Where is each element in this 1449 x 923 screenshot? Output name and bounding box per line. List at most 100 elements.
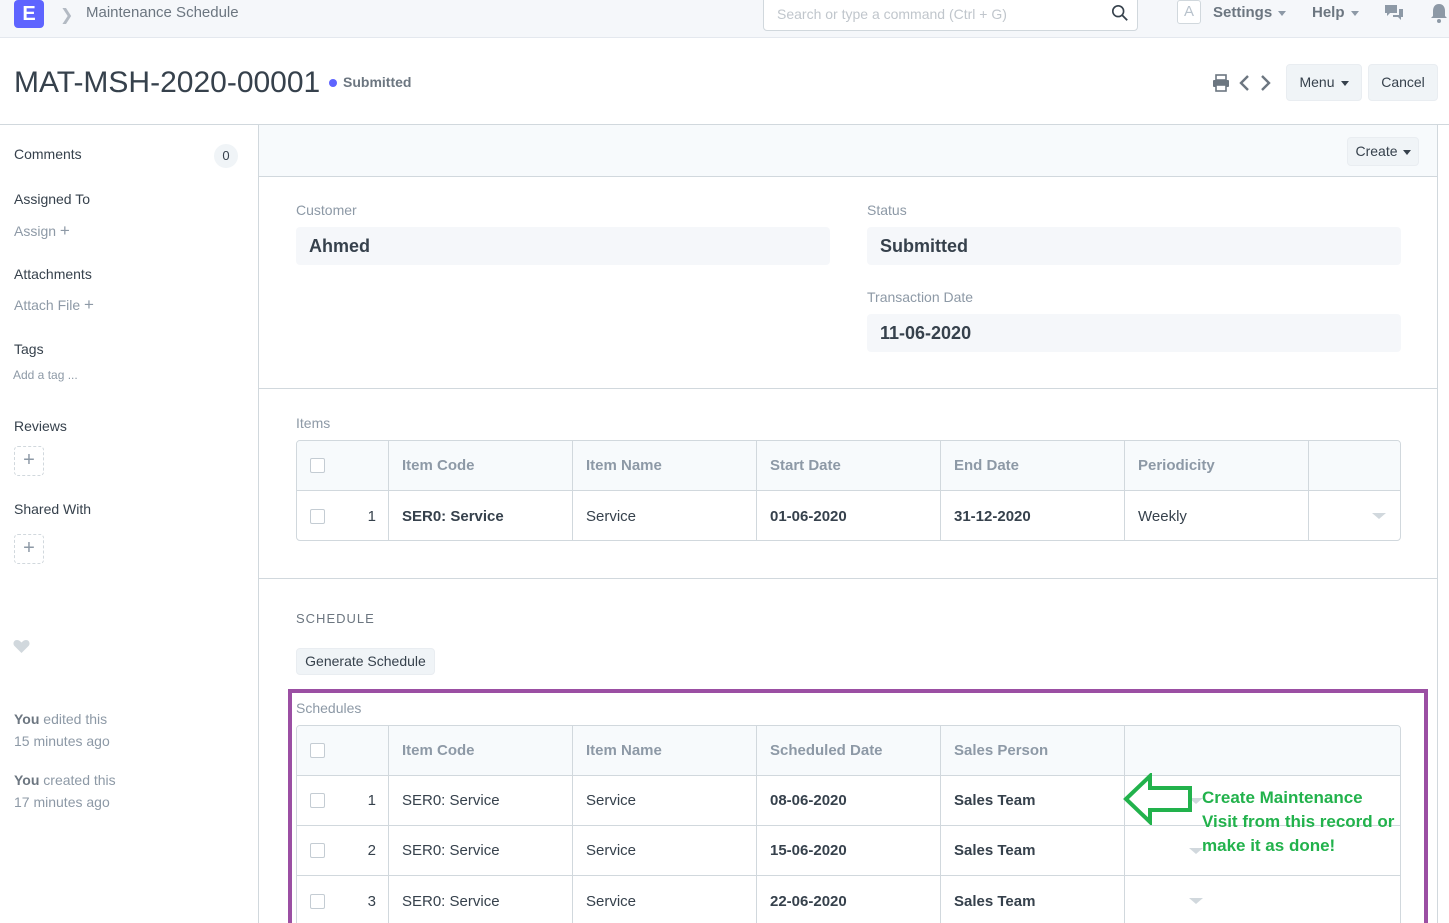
item-name-cell[interactable]: Service [573,776,757,825]
chat-icon[interactable] [1383,2,1405,24]
page-title: MAT-MSH-2020-00001 [14,66,321,99]
scheduled-date-cell[interactable]: 15-06-2020 [757,826,941,875]
bell-icon[interactable] [1428,2,1449,24]
chevron-down-icon [1402,149,1411,155]
page-head-divider [0,124,1449,125]
settings-dropdown[interactable]: Settings [1213,4,1287,21]
form-panel [258,124,1438,923]
search-icon[interactable] [1111,4,1129,22]
column-header: Start Date [757,441,941,490]
sales-person-cell[interactable]: Sales Team [941,876,1125,923]
periodicity-cell[interactable]: Weekly [1125,491,1309,540]
transaction-date-label: Transaction Date [867,289,974,305]
chevron-down-icon [1278,10,1287,16]
timeline-actor: You [14,711,40,727]
row-checkbox[interactable] [310,843,325,858]
breadcrumb[interactable]: Maintenance Schedule [86,4,239,21]
help-dropdown[interactable]: Help [1312,4,1359,21]
scheduled-date-cell[interactable]: 08-06-2020 [757,776,941,825]
transaction-date-field[interactable]: 11-06-2020 [867,314,1401,352]
items-table: Item Code Item Name Start Date End Date … [296,440,1401,541]
shared-with-label: Shared With [14,501,92,517]
row-index: 1 [327,776,389,825]
item-code-cell[interactable]: SER0: Service [389,491,573,540]
navbar: E ❯ Maintenance Schedule Search or type … [0,0,1449,38]
status-badge: Submitted [343,74,412,90]
row-actions-cell [1125,876,1400,923]
scheduled-date-cell[interactable]: 22-06-2020 [757,876,941,923]
column-header: Periodicity [1125,441,1309,490]
cancel-button[interactable]: Cancel [1368,64,1438,101]
row-checkbox[interactable] [310,508,325,524]
table-row[interactable]: 2 SER0: Service Service 15-06-2020 Sales… [297,826,1400,876]
row-select-cell [297,776,327,825]
settings-label: Settings [1213,4,1273,21]
item-name-cell[interactable]: Service [573,876,757,923]
avatar[interactable]: A [1177,0,1201,24]
item-code-cell[interactable]: SER0: Service [389,776,573,825]
annotation-line: Visit from this record or [1202,812,1395,831]
row-checkbox[interactable] [310,893,325,909]
item-code-cell[interactable]: SER0: Service [389,876,573,923]
column-header: Sales Person [941,726,1125,775]
row-select-cell [297,491,327,540]
timeline-time: 17 minutes ago [14,794,110,810]
table-row[interactable]: 1 SER0: Service Service 08-06-2020 Sales… [297,776,1400,826]
item-name-cell[interactable]: Service [573,491,757,540]
section-divider [259,578,1437,579]
row-expand-icon[interactable] [1189,848,1203,854]
start-date-cell[interactable]: 01-06-2020 [757,491,941,540]
table-row[interactable]: 1 SER0: Service Service 01-06-2020 31-12… [297,491,1400,540]
search-placeholder: Search or type a command (Ctrl + G) [777,6,1007,22]
item-code-cell[interactable]: SER0: Service [389,826,573,875]
customer-label: Customer [296,202,357,218]
row-actions-cell [1309,491,1400,540]
arrow-left-icon [1123,773,1192,825]
item-name-cell[interactable]: Service [573,826,757,875]
assign-link[interactable]: Assign + [14,221,70,241]
help-label: Help [1312,4,1345,21]
row-expand-icon[interactable] [1189,898,1203,904]
select-all-checkbox[interactable] [310,458,325,473]
select-all-cell [297,726,389,775]
column-header: Scheduled Date [757,726,941,775]
select-all-cell [297,441,389,490]
highlight-box [288,689,1428,923]
heart-icon[interactable] [13,639,30,654]
column-header-actions [1309,441,1400,490]
add-review-button[interactable]: + [14,446,44,476]
add-share-button[interactable]: + [14,534,44,564]
sales-person-cell[interactable]: Sales Team [941,776,1125,825]
attach-file-link[interactable]: Attach File + [14,295,94,315]
row-checkbox[interactable] [310,793,325,808]
assigned-to-label: Assigned To [14,191,91,207]
menu-button[interactable]: Menu [1286,64,1362,101]
attach-file-label: Attach File [14,297,81,313]
print-icon[interactable] [1211,73,1231,93]
create-button[interactable]: Create [1347,137,1419,166]
app-logo[interactable]: E [14,0,44,28]
sales-person-cell[interactable]: Sales Team [941,826,1125,875]
chevron-right-icon[interactable] [1258,73,1272,93]
table-row[interactable]: 3 SER0: Service Service 22-06-2020 Sales… [297,876,1400,923]
end-date-cell[interactable]: 31-12-2020 [941,491,1125,540]
comments-count-badge: 0 [214,144,238,168]
row-index: 1 [327,491,389,540]
column-header: Item Name [573,441,757,490]
chevron-left-icon[interactable] [1238,73,1252,93]
form-toolbar [259,125,1437,177]
timeline-time: 15 minutes ago [14,733,110,749]
annotation-text: Create Maintenance Visit from this recor… [1202,786,1422,858]
customer-field[interactable]: Ahmed [296,227,830,265]
chevron-down-icon [1340,80,1349,86]
row-expand-icon[interactable] [1372,513,1386,519]
annotation-line: Create Maintenance [1202,788,1363,807]
row-expand-icon[interactable] [1189,798,1203,804]
generate-schedule-button[interactable]: Generate Schedule [296,648,435,675]
chevron-right-icon: ❯ [60,7,74,24]
search-input[interactable]: Search or type a command (Ctrl + G) [763,0,1138,31]
add-tag-link[interactable]: Add a tag ... [13,368,78,382]
select-all-checkbox[interactable] [310,743,325,758]
status-indicator-dot [329,79,337,87]
comments-label[interactable]: Comments [14,146,82,162]
